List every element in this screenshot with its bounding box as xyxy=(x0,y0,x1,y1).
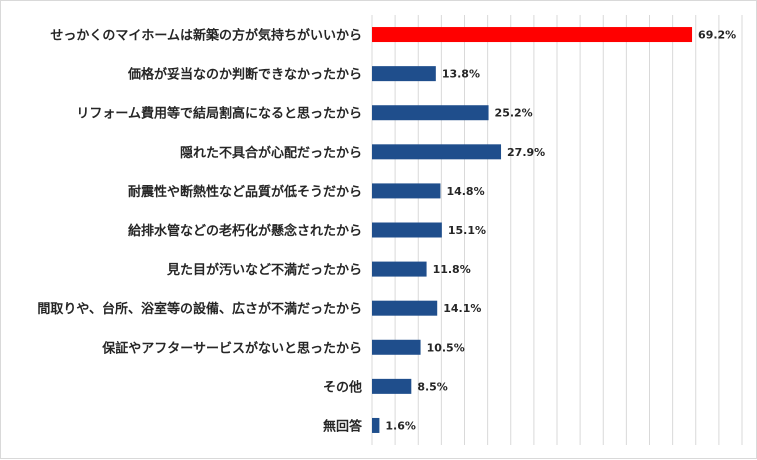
bar xyxy=(372,339,421,355)
data-label: 1.6% xyxy=(385,419,416,432)
data-label: 11.8% xyxy=(433,263,471,276)
data-label: 15.1% xyxy=(448,224,486,237)
category-labels: せっかくのマイホームは新築の方が気持ちがいいから価格が妥当なのか判断できなかった… xyxy=(37,28,363,435)
category-label: 見た目が汚いなど不満だったから xyxy=(166,262,362,278)
data-label: 69.2% xyxy=(698,29,736,42)
category-label: 間取りや、台所、浴室等の設備、広さが不満だったから xyxy=(37,301,362,317)
bar xyxy=(372,144,502,160)
bar xyxy=(372,222,442,238)
data-label: 14.1% xyxy=(443,302,481,315)
category-label: 保証やアフターサービスがないと思ったから xyxy=(101,340,362,356)
category-label: 耐震性や断熱性など品質が低そうだから xyxy=(128,184,362,200)
bar xyxy=(372,27,693,43)
bars xyxy=(372,27,693,433)
bar xyxy=(372,66,436,82)
data-label: 13.8% xyxy=(442,68,480,81)
bar xyxy=(372,105,489,121)
bar xyxy=(372,261,427,277)
category-label: 価格が妥当なのか判断できなかったから xyxy=(127,67,362,83)
data-label: 14.8% xyxy=(446,185,484,198)
data-label: 27.9% xyxy=(507,146,545,159)
category-label: 無回答 xyxy=(323,418,363,434)
bar xyxy=(372,378,412,394)
data-label: 8.5% xyxy=(417,380,448,393)
category-label: リフォーム費用等で結局割高になると思ったから xyxy=(76,106,362,122)
category-label: その他 xyxy=(323,379,362,395)
value-labels: 69.2% 13.8% 25.2% 27.9% 14.8% 15.1% 11.8% 14.1%… xyxy=(385,29,736,433)
category-label: 給排水管などの老朽化が懸念されたから xyxy=(128,223,362,239)
bar xyxy=(372,300,438,316)
data-label: 25.2% xyxy=(495,107,533,120)
bar xyxy=(372,417,380,433)
bar xyxy=(372,183,441,199)
data-label: 10.5% xyxy=(427,341,465,354)
category-label: 隠れた不具合が心配だったから xyxy=(180,145,362,161)
category-label: せっかくのマイホームは新築の方が気持ちがいいから xyxy=(50,28,362,44)
